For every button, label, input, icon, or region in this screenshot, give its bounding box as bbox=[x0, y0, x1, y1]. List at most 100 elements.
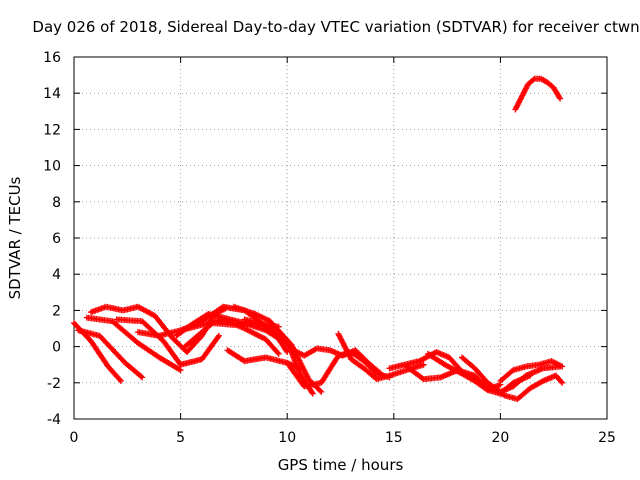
data-marker bbox=[273, 348, 280, 355]
series-track-18 bbox=[403, 363, 504, 394]
series-track-21 bbox=[497, 358, 566, 384]
data-marker bbox=[137, 318, 144, 325]
data-marker bbox=[507, 369, 514, 376]
data-marker bbox=[371, 374, 378, 381]
y-tick-label: -4 bbox=[47, 412, 61, 428]
data-marker bbox=[556, 94, 563, 101]
y-tick-label: -2 bbox=[47, 376, 61, 392]
series-track-22 bbox=[512, 75, 564, 113]
data-marker bbox=[174, 365, 181, 372]
data-layer bbox=[71, 75, 566, 403]
data-marker bbox=[315, 386, 322, 393]
y-tick-label: 12 bbox=[43, 122, 61, 138]
x-tick-label: 0 bbox=[70, 430, 79, 446]
series-track-1 bbox=[71, 320, 124, 384]
data-marker bbox=[538, 365, 545, 372]
data-marker bbox=[153, 352, 160, 359]
y-tick-label: 14 bbox=[43, 86, 61, 102]
data-marker bbox=[136, 372, 143, 379]
data-marker bbox=[500, 391, 507, 398]
chart-title: Day 026 of 2018, Sidereal Day-to-day VTE… bbox=[32, 18, 639, 36]
data-marker bbox=[325, 346, 332, 353]
x-tick-label: 10 bbox=[278, 430, 296, 446]
data-marker bbox=[402, 367, 409, 374]
data-marker bbox=[557, 362, 564, 369]
data-marker bbox=[138, 373, 145, 380]
data-marker bbox=[299, 380, 306, 387]
data-marker bbox=[439, 360, 446, 367]
data-marker bbox=[419, 362, 426, 369]
x-tick-label: 25 bbox=[598, 430, 616, 446]
data-marker bbox=[288, 344, 295, 351]
data-marker bbox=[274, 349, 281, 356]
data-marker bbox=[217, 305, 224, 312]
data-marker bbox=[358, 363, 365, 370]
data-marker bbox=[548, 82, 555, 89]
data-marker bbox=[371, 368, 378, 375]
data-marker bbox=[530, 76, 537, 83]
data-marker bbox=[384, 373, 391, 380]
y-tick-label: 2 bbox=[52, 303, 61, 319]
data-marker bbox=[119, 357, 126, 364]
x-axis-title: GPS time / hours bbox=[278, 456, 404, 474]
data-marker bbox=[295, 364, 302, 371]
data-marker bbox=[558, 378, 565, 385]
data-marker bbox=[482, 377, 489, 384]
data-marker bbox=[520, 374, 527, 381]
y-tick-label: 8 bbox=[52, 195, 61, 211]
data-marker bbox=[358, 356, 365, 363]
data-marker bbox=[436, 374, 443, 381]
series-track-14 bbox=[284, 349, 393, 390]
data-marker bbox=[107, 318, 114, 325]
data-marker bbox=[418, 374, 425, 381]
y-tick-label: 10 bbox=[43, 159, 61, 175]
data-marker bbox=[238, 356, 245, 363]
y-tick-label: 16 bbox=[43, 50, 61, 66]
y-axis-title: SDTVAR / TECUs bbox=[6, 176, 24, 299]
data-marker bbox=[85, 335, 92, 342]
data-marker bbox=[132, 337, 139, 344]
data-marker bbox=[399, 362, 406, 369]
data-marker bbox=[469, 363, 476, 370]
data-marker bbox=[414, 358, 421, 365]
data-marker bbox=[208, 321, 215, 328]
data-marker bbox=[521, 363, 528, 370]
x-tick-label: 15 bbox=[385, 430, 403, 446]
data-marker bbox=[536, 75, 543, 82]
data-marker bbox=[482, 384, 489, 391]
x-tick-label: 20 bbox=[491, 430, 509, 446]
data-marker bbox=[274, 323, 281, 330]
series-track-20 bbox=[488, 372, 566, 403]
data-marker bbox=[308, 389, 315, 396]
data-marker bbox=[557, 377, 564, 384]
series-track-5 bbox=[113, 316, 222, 368]
y-tick-label: 6 bbox=[52, 231, 61, 247]
data-marker bbox=[534, 361, 541, 368]
series-track-15 bbox=[335, 330, 427, 383]
data-marker bbox=[115, 375, 122, 382]
y-tick-label: 0 bbox=[52, 340, 61, 356]
data-marker bbox=[524, 387, 531, 394]
data-marker bbox=[308, 388, 315, 395]
x-tick-label: 5 bbox=[176, 430, 185, 446]
tick-layer: 0 5 10 15 20 25 -4 -2 0 2 4 6 8 10 12 14 16 bbox=[43, 50, 616, 446]
y-tick-label: 4 bbox=[52, 267, 61, 283]
data-marker bbox=[103, 360, 110, 367]
data-marker bbox=[207, 322, 214, 329]
data-marker bbox=[495, 382, 502, 389]
data-marker bbox=[214, 335, 221, 342]
data-marker bbox=[176, 366, 183, 373]
data-marker bbox=[528, 77, 535, 84]
data-marker bbox=[541, 77, 548, 84]
data-marker bbox=[215, 334, 222, 341]
series-track-3 bbox=[83, 314, 184, 374]
data-marker bbox=[317, 387, 324, 394]
data-marker bbox=[218, 314, 225, 321]
data-marker bbox=[275, 332, 282, 339]
data-marker bbox=[116, 376, 123, 383]
data-marker bbox=[250, 310, 257, 317]
series-track-2 bbox=[75, 327, 146, 381]
series-track-11 bbox=[241, 316, 282, 330]
data-marker bbox=[175, 359, 182, 366]
